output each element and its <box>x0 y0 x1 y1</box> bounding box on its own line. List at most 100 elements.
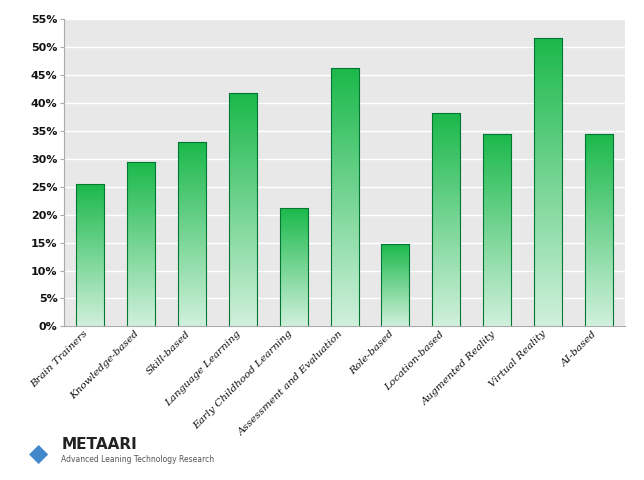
Bar <box>484 173 511 174</box>
Bar <box>330 184 359 186</box>
Bar <box>330 289 359 290</box>
Bar <box>127 188 155 189</box>
Bar <box>484 214 511 215</box>
Bar <box>484 134 511 135</box>
Bar <box>76 257 104 258</box>
Bar <box>484 212 511 213</box>
Bar <box>127 211 155 212</box>
Bar <box>330 283 359 284</box>
Bar <box>535 175 562 176</box>
Bar <box>127 184 155 185</box>
Bar <box>76 187 104 188</box>
Bar <box>127 290 155 291</box>
Bar <box>76 185 104 186</box>
Bar <box>585 168 613 169</box>
Bar <box>229 303 257 304</box>
Bar <box>330 106 359 107</box>
Bar <box>229 110 257 111</box>
Bar <box>330 279 359 280</box>
Bar <box>127 169 155 170</box>
Bar <box>127 294 155 295</box>
Bar <box>229 321 257 322</box>
Bar <box>76 218 104 219</box>
Bar <box>432 299 460 300</box>
Bar <box>178 324 205 325</box>
Bar <box>127 195 155 196</box>
Bar <box>330 245 359 246</box>
Bar <box>127 322 155 323</box>
Bar <box>330 268 359 270</box>
Bar <box>330 284 359 285</box>
Bar <box>178 208 205 209</box>
Bar <box>585 292 613 293</box>
Bar <box>178 206 205 207</box>
Bar <box>585 298 613 299</box>
Bar <box>178 187 205 188</box>
Bar <box>178 242 205 243</box>
Bar <box>178 184 205 185</box>
Bar <box>178 247 205 248</box>
Bar <box>127 253 155 254</box>
Bar <box>585 155 613 156</box>
Bar <box>585 295 613 296</box>
Bar <box>484 283 511 284</box>
Bar <box>432 224 460 225</box>
Bar <box>535 229 562 231</box>
Bar <box>76 299 104 300</box>
Bar <box>484 317 511 318</box>
Bar <box>535 124 562 126</box>
Bar <box>76 188 104 189</box>
Bar <box>330 231 359 232</box>
Bar <box>432 122 460 124</box>
Bar <box>330 221 359 222</box>
Bar <box>279 313 308 314</box>
Bar <box>432 259 460 260</box>
Bar <box>229 253 257 254</box>
Bar <box>432 142 460 143</box>
Bar <box>178 192 205 193</box>
Bar <box>535 303 562 305</box>
Bar <box>585 251 613 252</box>
Bar <box>535 228 562 229</box>
Bar <box>535 224 562 225</box>
Bar <box>585 203 613 204</box>
Bar <box>279 242 308 243</box>
Bar <box>585 198 613 199</box>
Bar <box>432 154 460 155</box>
Bar <box>178 228 205 229</box>
Bar <box>535 286 562 288</box>
Bar <box>127 237 155 238</box>
Bar <box>330 307 359 308</box>
Bar <box>432 132 460 133</box>
Bar <box>585 136 613 137</box>
Bar <box>432 231 460 232</box>
Bar <box>178 216 205 217</box>
Bar <box>484 143 511 144</box>
Bar <box>585 144 613 145</box>
Bar <box>279 301 308 302</box>
Bar <box>432 269 460 270</box>
Bar <box>229 230 257 231</box>
Bar <box>178 225 205 226</box>
Bar <box>432 235 460 236</box>
Bar <box>330 248 359 249</box>
Bar <box>535 81 562 83</box>
Bar <box>585 235 613 236</box>
Bar <box>279 309 308 310</box>
Bar <box>484 229 511 230</box>
Bar <box>535 178 562 179</box>
Bar <box>432 288 460 289</box>
Bar <box>484 318 511 319</box>
Bar <box>279 225 308 226</box>
Bar <box>585 311 613 312</box>
Bar <box>432 128 460 129</box>
Bar <box>127 289 155 290</box>
Bar <box>535 206 562 208</box>
Bar <box>279 249 308 250</box>
Bar <box>178 276 205 277</box>
Bar <box>229 295 257 296</box>
Bar <box>585 146 613 147</box>
Bar <box>585 256 613 257</box>
Bar <box>484 164 511 165</box>
Bar <box>585 262 613 263</box>
